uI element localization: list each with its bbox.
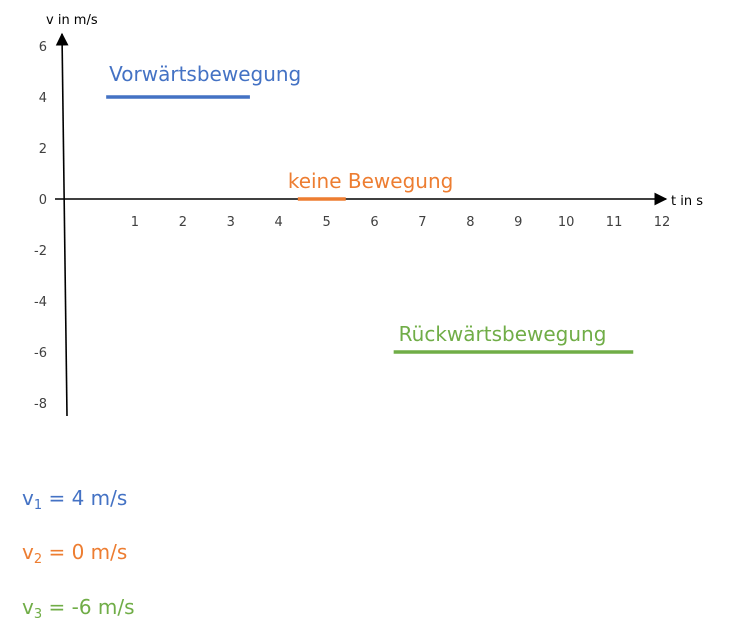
series-lines	[106, 95, 634, 354]
y-tick-label: 6	[39, 40, 47, 55]
formula-v2: v2 = 0 m/s	[22, 540, 128, 567]
formula-v1: v1 = 4 m/s	[22, 486, 128, 513]
y-tick-label: -2	[34, 244, 47, 259]
formula-v1-sub: 1	[33, 498, 43, 513]
formula-v1-var: v	[22, 486, 34, 510]
formula-v3-var: v	[22, 595, 34, 619]
y-tick-label: 4	[39, 91, 47, 106]
x-tick-label: 2	[179, 215, 187, 230]
formula-v2-value: = 0 m/s	[42, 540, 128, 564]
series-label-2: keine Bewegung	[288, 169, 454, 193]
y-axis-title: v in m/s	[46, 13, 98, 28]
x-tick-label: 8	[466, 215, 474, 230]
y-tick-label: 0	[39, 193, 47, 208]
x-tick-label: 4	[275, 215, 283, 230]
x-tick-label: 3	[227, 215, 235, 230]
series-label-1: Vorwärtsbewegung	[109, 62, 301, 86]
x-tick-label: 1	[131, 215, 139, 230]
series-labels: Vorwärtsbewegung keine Bewegung Rückwärtsb…	[109, 62, 606, 346]
axes	[55, 32, 668, 417]
y-tick-label: -4	[34, 295, 47, 310]
formula-v3-sub: 3	[33, 607, 43, 622]
y-tick-label: -6	[34, 346, 47, 361]
x-tick-label: 12	[654, 215, 671, 230]
formula-v2-var: v	[22, 540, 34, 564]
formula-v1-value: = 4 m/s	[42, 486, 128, 510]
x-tick-label: 9	[514, 215, 522, 230]
x-axis-title: t in s	[671, 194, 703, 209]
x-tick-label: 5	[322, 215, 330, 230]
formula-v3-value: = -6 m/s	[42, 595, 135, 619]
x-tick-label: 11	[606, 215, 623, 230]
formula-v3: v3 = -6 m/s	[22, 595, 135, 622]
y-tick-label: 2	[39, 142, 47, 157]
x-tick-label: 10	[558, 215, 575, 230]
x-tick-label: 6	[370, 215, 378, 230]
y-axis-line	[55, 32, 69, 417]
y-tick-label: -8	[34, 397, 47, 412]
x-tick-label: 7	[418, 215, 426, 230]
formula-v2-sub: 2	[33, 552, 43, 567]
series-label-3: Rückwärtsbewegung	[399, 322, 607, 346]
